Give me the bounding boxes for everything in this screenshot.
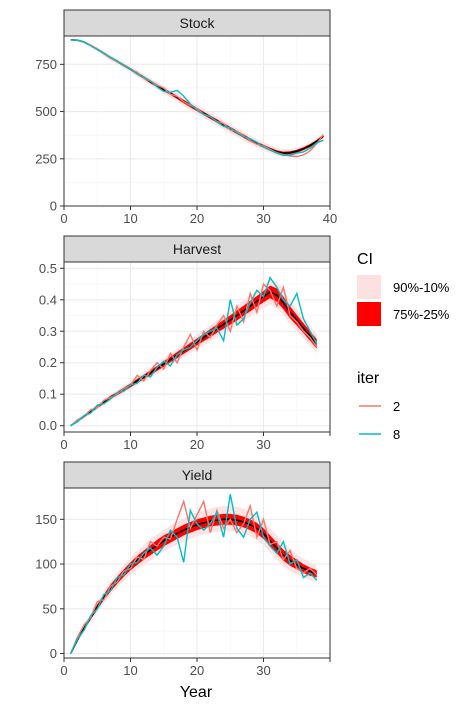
x-tick-label: 20 bbox=[190, 437, 204, 452]
x-tick-label: 0 bbox=[60, 211, 67, 226]
x-tick-label: 0 bbox=[60, 663, 67, 678]
median-line bbox=[69, 518, 318, 654]
legend-label-iter-8: 8 bbox=[393, 427, 400, 442]
legend-label-iter-2: 2 bbox=[393, 399, 400, 414]
x-tick-label: 10 bbox=[123, 663, 137, 678]
x-tick-label: 10 bbox=[123, 437, 137, 452]
strip-stock bbox=[63, 9, 331, 37]
series-iter-2 bbox=[70, 282, 318, 427]
y-tick-label: 0.4 bbox=[39, 292, 57, 307]
x-tick-label: 0 bbox=[60, 437, 67, 452]
legend-key-75-25 bbox=[357, 302, 381, 326]
legend-label-75-25: 75%-25% bbox=[393, 307, 450, 322]
series-iter-8 bbox=[70, 494, 318, 654]
x-tick-label: 30 bbox=[256, 437, 270, 452]
legend: CI 90%-10% 75%-25% iter 2 8 bbox=[357, 251, 450, 442]
y-tick-label: 150 bbox=[35, 512, 57, 527]
strip-label-harvest: Harvest bbox=[173, 241, 221, 257]
x-tick-label: 20 bbox=[190, 663, 204, 678]
y-tick-label: 500 bbox=[35, 104, 57, 119]
series-iter-8 bbox=[70, 276, 318, 427]
y-tick-label: 100 bbox=[35, 557, 57, 572]
legend-key-90-10 bbox=[357, 275, 381, 299]
y-tick-label: 0 bbox=[50, 646, 57, 661]
panel-harvest: Harvest 0.0 0.1 0.2 0.3 0.4 0.5 0 10 20 30 bbox=[39, 235, 331, 452]
x-tick-label: 20 bbox=[190, 211, 204, 226]
y-tick-label: 0.3 bbox=[39, 324, 57, 339]
y-tick-label: 0.1 bbox=[39, 387, 57, 402]
y-tick-label: 0.5 bbox=[39, 261, 57, 276]
x-tick-label: 40 bbox=[323, 211, 337, 226]
x-tick-label: 10 bbox=[123, 211, 137, 226]
panel-stock: Stock 0 250 500 750 0 10 20 30 40 bbox=[35, 9, 337, 226]
y-tick-label: 0 bbox=[50, 199, 57, 214]
y-tick-label: 50 bbox=[43, 601, 57, 616]
y-tick-label: 0.2 bbox=[39, 355, 57, 370]
y-tick-label: 250 bbox=[35, 151, 57, 166]
legend-title-iter: iter bbox=[357, 370, 380, 387]
y-tick-label: 0.0 bbox=[39, 418, 57, 433]
band-90-10 bbox=[70, 39, 324, 157]
legend-label-90-10: 90%-10% bbox=[393, 280, 450, 295]
strip-harvest bbox=[63, 235, 331, 263]
x-tick-label: 30 bbox=[256, 663, 270, 678]
panel-yield: Yield 0 50 100 150 0 10 20 30 bbox=[35, 461, 331, 678]
legend-title-ci: CI bbox=[357, 251, 373, 268]
y-tick-label: 750 bbox=[35, 57, 57, 72]
x-axis-title: Year bbox=[180, 684, 213, 701]
strip-label-yield: Yield bbox=[182, 467, 213, 483]
series-iter-2 bbox=[70, 499, 318, 654]
strip-yield bbox=[63, 461, 331, 489]
strip-label-stock: Stock bbox=[179, 15, 215, 31]
series-iter-8 bbox=[70, 39, 324, 157]
x-tick-label: 30 bbox=[256, 211, 270, 226]
